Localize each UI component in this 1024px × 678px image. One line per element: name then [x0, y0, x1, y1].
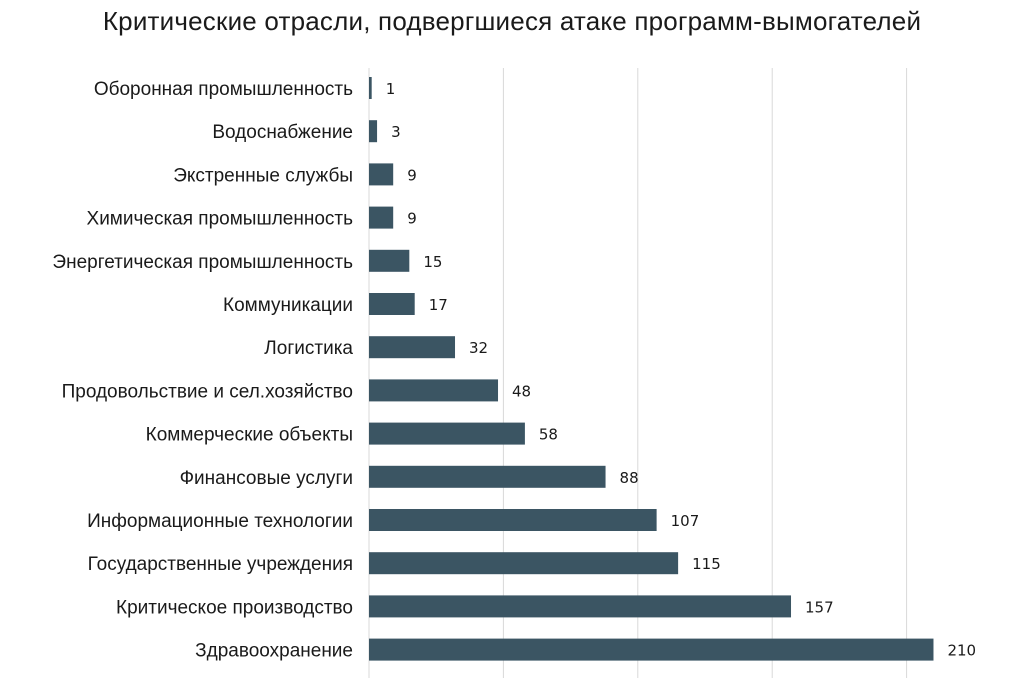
value-label: 210 [947, 642, 976, 660]
bar [369, 465, 606, 488]
category-label: Коммерческие объекты [146, 425, 353, 446]
bar [369, 77, 372, 99]
value-label: 9 [407, 210, 417, 228]
category-label: Водоснабжение [212, 122, 353, 143]
bar [369, 163, 394, 186]
bar [369, 552, 679, 575]
bar [369, 595, 792, 618]
bar [369, 120, 378, 143]
bar [369, 379, 499, 402]
category-label: Государственные учреждения [88, 554, 353, 575]
value-label: 9 [407, 166, 417, 184]
category-label: Здравоохранение [195, 641, 353, 662]
category-label: Критическое производство [116, 597, 353, 618]
value-label: 15 [423, 253, 442, 271]
category-label: Продовольствие и сел.хозяйство [62, 381, 353, 402]
category-label: Финансовые услуги [180, 468, 353, 489]
category-label: Химическая промышленность [87, 209, 354, 230]
category-label: Логистика [264, 338, 353, 359]
bar [369, 249, 410, 272]
value-label: 17 [429, 296, 448, 314]
value-label: 3 [391, 123, 401, 141]
bar [369, 422, 525, 445]
category-label: Информационные технологии [87, 511, 353, 532]
value-label: 58 [539, 426, 558, 444]
bar [369, 336, 456, 359]
bar [369, 638, 934, 661]
value-label: 107 [671, 512, 700, 530]
value-label: 115 [692, 555, 721, 573]
category-label: Экстренные службы [173, 165, 353, 186]
bar [369, 206, 394, 229]
category-label: Коммуникации [223, 295, 353, 316]
category-label: Энергетическая промышленность [52, 252, 353, 273]
value-label: 88 [620, 469, 639, 487]
chart-title: Критические отрасли, подвергшиеся атаке … [102, 6, 922, 36]
value-label: 1 [386, 80, 396, 98]
bar [369, 293, 415, 315]
value-label: 48 [512, 382, 531, 400]
bar [369, 509, 657, 531]
category-label: Оборонная промышленность [94, 79, 353, 100]
value-label: 32 [469, 339, 488, 357]
value-label: 157 [805, 598, 834, 616]
